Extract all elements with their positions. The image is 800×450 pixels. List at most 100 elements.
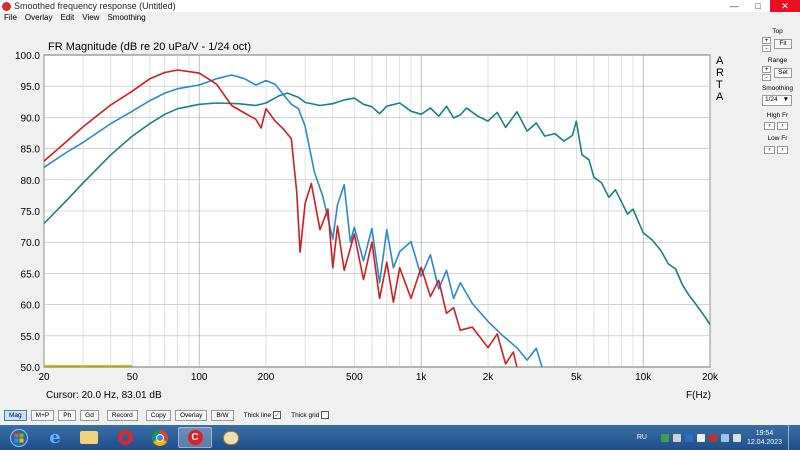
series-group [43,69,711,368]
opera-taskbar-icon[interactable] [108,427,142,448]
title-bar: Smoothed frequency response (Untitled) —… [0,0,800,12]
grid-lines [43,54,711,368]
arta-taskbar-icon[interactable]: C [178,427,212,448]
x-tick-label: 5k [571,372,583,383]
clock-time: 19:54 [755,429,774,437]
high-fr-right-button[interactable]: › [777,122,788,130]
series-line-3 [43,69,518,368]
app-icon [2,1,11,11]
tray-clock-icon[interactable] [672,433,681,442]
x-axis-label: F(Hz) [686,390,711,401]
thick-line-option: Thick line ✓ [243,411,282,419]
mp-button[interactable]: M+P [30,409,55,421]
tray-app-icon[interactable] [660,433,669,442]
x-tick-label: 20 [38,372,50,383]
smoothing-value: 1/24 [765,96,778,103]
smoothing-label: Smoothing [761,85,794,92]
low-fr-label: Low Fr [767,135,788,142]
low-fr-left-button[interactable]: ‹ [764,146,775,154]
y-tick-label: 90.0 [21,113,41,124]
y-tick-label: 100.0 [15,51,40,62]
thick-line-checkbox[interactable]: ✓ [273,411,282,419]
close-icon[interactable]: ✕ [770,0,800,12]
x-tick-label: 10k [635,372,652,383]
thick-grid-label: Thick grid [291,411,320,419]
high-fr-label: High Fr [766,112,789,119]
tray-flag-icon[interactable] [696,433,705,442]
y-tick-label: 50.0 [21,363,41,374]
ie-taskbar-icon[interactable]: e [49,427,61,448]
copy-button[interactable]: Copy [145,409,171,421]
minimize-icon[interactable]: — [729,1,739,11]
window-title: Smoothed frequency response (Untitled) [14,1,176,11]
range-up-button[interactable]: + [762,66,771,73]
y-tick-label: 75.0 [21,207,41,218]
tray-security-icon[interactable] [708,433,717,442]
paint-taskbar-icon[interactable] [214,427,248,448]
x-tick-label: 2k [483,372,495,383]
frequency-response-chart[interactable]: 100.0 95.0 90.0 85.0 80.0 75.0 70.0 65.0 60.0 55.… [0,23,755,405]
range-down-button[interactable]: - [762,74,771,81]
range-label: Range [767,57,788,64]
window-controls: — □ ✕ [722,0,800,12]
set-button[interactable]: Set [774,68,792,78]
mag-button[interactable]: Mag [4,409,27,421]
menu-file[interactable]: File [4,13,17,22]
top-up-button[interactable]: + [762,37,771,44]
clock-date: 12.04.2023 [746,438,782,446]
folder-taskbar-icon[interactable] [72,427,106,448]
thick-grid-checkbox[interactable] [321,411,330,419]
gd-button[interactable]: Gd [80,409,99,421]
x-tick-labels: 20 50 100 200 500 1k 2k 5k 10k 20k [38,372,719,383]
y-tick-label: 85.0 [21,145,41,156]
menu-bar: File Overlay Edit View Smoothing [0,12,800,23]
thick-line-label: Thick line [243,411,272,419]
high-fr-left-button[interactable]: ‹ [764,122,775,130]
x-tick-label: 50 [127,372,139,383]
y-tick-label: 65.0 [21,269,41,280]
chrome-taskbar-icon[interactable] [143,427,177,448]
menu-overlay[interactable]: Overlay [24,13,53,22]
tray-volume-icon[interactable] [732,433,741,442]
x-tick-label: 20k [702,372,719,383]
plot-pane: 100.0 95.0 90.0 85.0 80.0 75.0 70.0 65.0 60.0 55.… [0,23,755,405]
bw-button[interactable]: B/W [211,409,234,421]
maximize-icon[interactable]: □ [755,1,761,11]
fit-button[interactable]: Fit [774,39,792,49]
series-line-1 [43,92,711,326]
low-fr-right-button[interactable]: › [777,146,788,154]
chevron-down-icon: ▼ [782,96,789,103]
x-tick-label: 1k [416,372,428,383]
record-button[interactable]: Record [106,409,138,421]
tray-network-icon[interactable] [684,433,693,442]
start-button[interactable] [2,427,36,448]
windows-logo-icon [10,428,28,447]
top-label: Top [772,28,783,35]
top-down-button[interactable]: - [762,45,771,52]
x-tick-label: 100 [191,372,208,383]
taskbar: e C RU 19:54 12.04.2023 [0,425,800,450]
tray-monitor-icon[interactable] [720,433,729,442]
ph-button[interactable]: Ph [58,409,77,421]
menu-edit[interactable]: Edit [60,13,75,22]
menu-smoothing[interactable]: Smoothing [107,13,146,22]
x-tick-label: 500 [346,372,363,383]
y-tick-label: 95.0 [21,82,41,93]
cursor-readout: Cursor: 20.0 Hz, 83.01 dB [46,390,162,401]
smoothing-select[interactable]: 1/24 ▼ [762,95,792,106]
chart-title: FR Magnitude (dB re 20 uPa/V - 1/24 oct) [48,41,251,53]
clock[interactable]: 19:54 12.04.2023 [747,429,782,447]
show-desktop-button[interactable] [788,425,796,450]
x-tick-label: 200 [258,372,275,383]
watermark-letter: T [716,79,723,91]
overlay-button[interactable]: Overlay [174,409,208,421]
right-control-panel: Top + - Fit Range + - Set Smoothing 1/24… [755,23,800,405]
system-tray: RU 19:54 12.04.2023 [637,425,796,450]
menu-view[interactable]: View [82,13,100,22]
y-tick-label: 70.0 [21,238,41,249]
y-tick-label: 60.0 [21,301,41,312]
watermark-letter: R [716,67,724,79]
watermark-letter: A [716,55,724,67]
language-indicator[interactable]: RU [636,434,647,441]
y-tick-label: 55.0 [21,332,41,343]
